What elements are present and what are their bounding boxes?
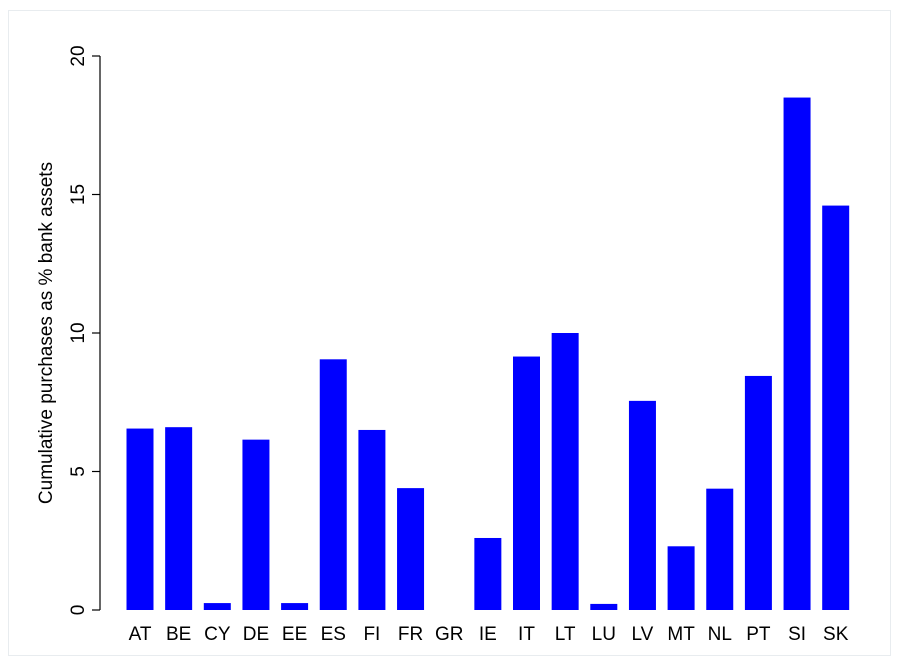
bar-lt [551, 333, 579, 610]
x-tick-label-sk: SK [823, 624, 849, 645]
bar-cy [203, 603, 231, 610]
x-tick-label-be: BE [166, 624, 191, 645]
x-tick-label-at: AT [129, 624, 152, 645]
bar-pt [744, 375, 772, 610]
bar-at [126, 428, 154, 610]
x-tick-label-pt: PT [746, 624, 771, 645]
bar-sk [822, 205, 850, 610]
bar-es [319, 359, 347, 610]
x-tick-label-ie: IE [479, 624, 497, 645]
y-axis-title: Cumulative purchases as % bank assets [36, 162, 57, 504]
bar-mt [667, 546, 695, 610]
y-tick-label: 20 [68, 45, 89, 66]
x-tick-label-lv: LV [632, 624, 654, 645]
bar-lv [628, 400, 656, 610]
bar-ee [281, 603, 309, 610]
bar-nl [706, 488, 734, 610]
bar-it [513, 356, 540, 610]
y-axis-ticks: 0 5 10 15 20 [68, 45, 100, 615]
x-tick-label-es: ES [321, 624, 346, 645]
x-tick-label-de: DE [243, 624, 269, 645]
x-tick-label-mt: MT [667, 624, 695, 645]
x-axis-tick-labels: AT BE CY DE EE ES FI FR GR IE IT LT LU LV MT NL PT SI SK [129, 624, 849, 645]
y-tick-label: 0 [68, 605, 89, 616]
bars [126, 97, 850, 611]
x-tick-label-lt: LT [555, 624, 576, 645]
bar-be [165, 427, 193, 610]
bar-si [783, 97, 811, 611]
y-tick-label: 10 [68, 322, 89, 343]
bar-fr [397, 488, 425, 610]
bar-fi [358, 429, 386, 610]
x-tick-label-nl: NL [708, 624, 732, 645]
x-tick-label-fi: FI [363, 624, 380, 645]
x-tick-label-gr: GR [435, 624, 464, 645]
x-tick-label-fr: FR [398, 624, 423, 645]
x-tick-label-cy: CY [204, 624, 231, 645]
bar-ie [474, 537, 502, 610]
bar-lu [590, 603, 618, 610]
y-tick-label: 5 [68, 466, 89, 477]
y-tick-label: 15 [68, 184, 89, 205]
chart-frame [8, 10, 891, 656]
x-tick-label-lu: LU [592, 624, 616, 645]
x-tick-label-ee: EE [282, 624, 307, 645]
bar-de [242, 439, 270, 610]
x-tick-label-si: SI [788, 624, 806, 645]
x-tick-label-it: IT [518, 624, 535, 645]
